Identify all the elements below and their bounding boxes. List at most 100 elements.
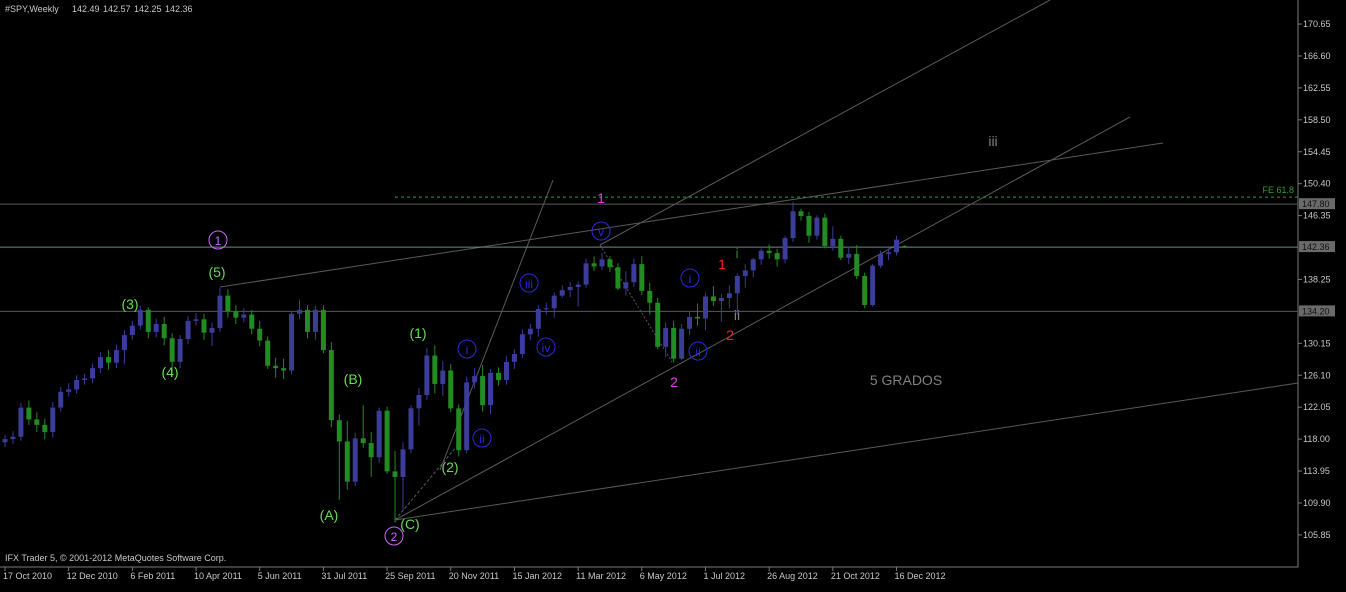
annotation: ii — [695, 345, 700, 359]
candle-body — [66, 389, 72, 392]
candle-body — [169, 338, 175, 362]
candle-body — [193, 319, 199, 321]
candle-body — [806, 216, 812, 236]
x-tick-label: 12 Dec 2010 — [67, 571, 118, 581]
candle-body — [233, 311, 239, 318]
candle-body — [408, 408, 414, 450]
y-tick-label: 150.40 — [1303, 179, 1331, 189]
y-tick-label: 170.65 — [1303, 19, 1331, 29]
candle-body — [121, 335, 127, 351]
candle-body — [82, 378, 88, 380]
copyright: IFX Trader 5, © 2001-2012 MetaQuotes Sof… — [5, 553, 226, 563]
annotation: i — [466, 343, 469, 357]
annotation: 2 — [726, 327, 734, 343]
candle-body — [448, 370, 454, 409]
annotation-circle — [519, 273, 539, 293]
candle-body — [774, 253, 780, 260]
candle-body — [42, 424, 48, 433]
annotation: ii — [734, 307, 740, 323]
annotation: (C) — [400, 516, 419, 532]
candle-body — [655, 302, 661, 347]
candle-body — [400, 449, 406, 477]
candle-body — [352, 438, 358, 482]
candle-body — [607, 259, 613, 268]
annotation-circle — [591, 221, 611, 241]
candle-body — [519, 334, 525, 354]
candle-body — [432, 355, 438, 384]
annotation-circle — [536, 337, 556, 357]
candle-body — [527, 328, 533, 335]
candle-body — [392, 471, 398, 477]
level-label: 134.20 — [1302, 306, 1330, 316]
candle-body — [34, 419, 40, 425]
x-tick-label: 6 May 2012 — [640, 571, 687, 581]
y-tick-label: 118.00 — [1303, 434, 1330, 444]
fibo-label: FE 61.8 — [1262, 185, 1294, 195]
candle-body — [456, 408, 462, 451]
candle-body — [559, 290, 565, 296]
annotation: iii — [525, 277, 533, 291]
x-tick-label: 17 Oct 2010 — [3, 571, 52, 581]
candle-body — [105, 357, 111, 363]
y-tick-label: 158.50 — [1303, 115, 1331, 125]
candle-body — [26, 407, 32, 420]
annotation-circle — [457, 339, 477, 359]
level-box — [1299, 305, 1335, 317]
annotation: (5) — [208, 264, 225, 280]
candle-body — [623, 282, 629, 289]
candle-body — [376, 410, 382, 458]
candle-body — [663, 327, 669, 347]
annotation-circle — [688, 341, 708, 361]
candle-body — [846, 253, 852, 258]
candle-body — [464, 382, 470, 451]
candle-body — [862, 275, 868, 306]
annotation: 2 — [391, 530, 398, 544]
annotation: (2) — [441, 459, 458, 475]
candle-body — [137, 309, 143, 326]
candle-body — [543, 308, 549, 310]
candle-body — [472, 376, 478, 383]
candle-body — [894, 239, 900, 253]
candle-body — [185, 320, 191, 339]
candle-body — [217, 295, 223, 328]
y-tick-label: 122.05 — [1303, 402, 1331, 412]
candle-body — [583, 263, 589, 285]
candle-body — [161, 324, 167, 339]
candle-body — [209, 327, 215, 333]
annotation: 5 GRADOS — [870, 372, 942, 388]
candle-body — [838, 238, 844, 258]
y-tick-label: 126.10 — [1303, 370, 1331, 380]
candle-body — [790, 211, 796, 239]
y-tick-label: 146.35 — [1303, 211, 1331, 221]
candle-body — [480, 376, 486, 406]
y-tick-label: 113.95 — [1303, 466, 1330, 476]
candle-body — [113, 350, 119, 363]
candle-body — [281, 368, 287, 371]
annotation: 2 — [670, 374, 678, 390]
x-tick-label: 6 Feb 2011 — [130, 571, 175, 581]
candle-body — [814, 217, 820, 236]
annotation: i — [689, 272, 692, 286]
candle-body — [822, 217, 828, 246]
candle-body — [249, 314, 255, 329]
candle-body — [671, 327, 677, 359]
candle-body — [878, 253, 884, 266]
x-tick-label: 25 Sep 2011 — [385, 571, 435, 581]
annotation: 1 — [215, 234, 222, 248]
candle-body — [265, 340, 271, 366]
candle-body — [289, 313, 295, 371]
y-tick-label: 105.85 — [1303, 530, 1331, 540]
x-tick-label: 10 Apr 2011 — [194, 571, 242, 581]
annotation: (3) — [121, 296, 138, 312]
x-tick-label: 1 Jul 2012 — [703, 571, 745, 581]
annotation-circle — [208, 230, 228, 250]
annotation: 1 — [718, 256, 726, 272]
candle-body — [782, 238, 788, 260]
annotation: (1) — [409, 325, 426, 341]
candle-body — [129, 325, 135, 336]
candle-body — [511, 353, 517, 362]
candle-body — [257, 328, 263, 341]
annotation-circle — [472, 428, 492, 448]
header-open: 142.49 — [72, 4, 100, 14]
